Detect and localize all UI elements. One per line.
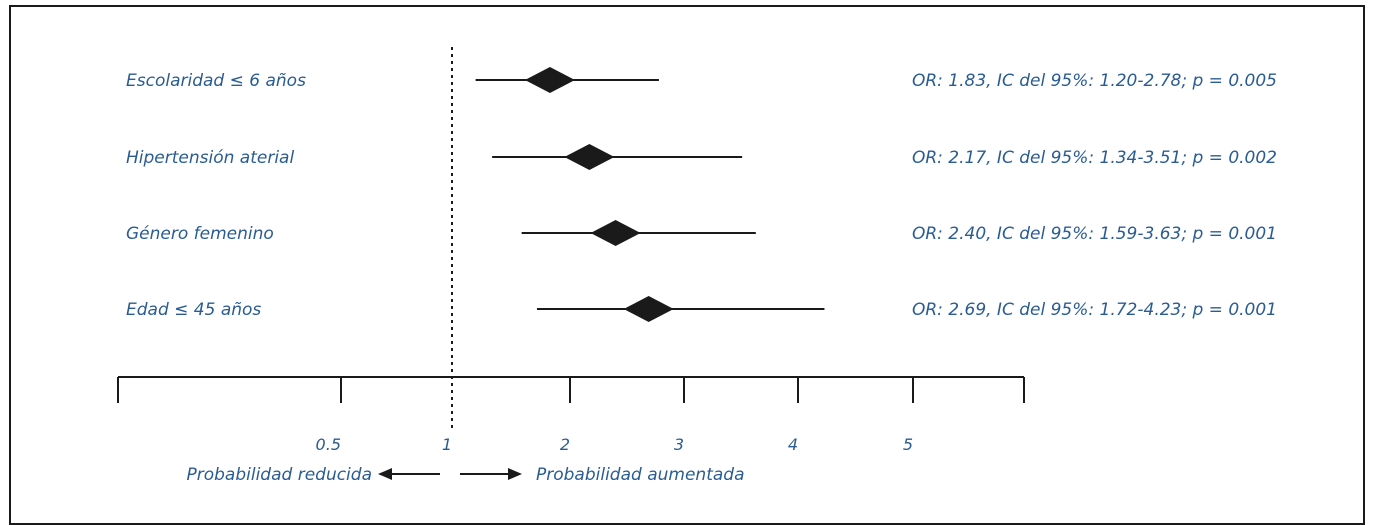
- x-tick-label: 2: [560, 435, 570, 454]
- forest-plot: Escolaridad ≤ 6 años OR: 1.83, IC del 95%…: [117, 47, 1277, 485]
- x-tick-label: 4: [788, 435, 798, 454]
- row-label: Escolaridad ≤ 6 años: [126, 71, 306, 91]
- forest-row: Hipertensión aterial OR: 2.17, IC del 95%…: [126, 144, 1277, 170]
- or-annotation: OR: 2.17, IC del 95%: 1.34-3.51; p = 0.0…: [912, 148, 1277, 168]
- row-label: Género femenino: [126, 224, 274, 244]
- forest-row: Género femenino OR: 2.40, IC del 95%: 1.5…: [126, 220, 1277, 246]
- rows-layer: Escolaridad ≤ 6 años OR: 1.83, IC del 95%…: [126, 67, 1277, 322]
- or-diamond-marker: [590, 220, 641, 246]
- forest-row: Escolaridad ≤ 6 años OR: 1.83, IC del 95%…: [126, 67, 1277, 93]
- direction-right-label: Probabilidad aumentada: [536, 465, 745, 485]
- x-tick-label: 5: [903, 435, 913, 454]
- x-tick-label: 0.5: [316, 435, 341, 454]
- direction-left-label: Probabilidad reducida: [186, 465, 372, 485]
- direction-legend: Probabilidad reducida Probabilidad aument…: [186, 465, 744, 485]
- row-label: Edad ≤ 45 años: [126, 300, 261, 320]
- or-annotation: OR: 2.40, IC del 95%: 1.59-3.63; p = 0.0…: [912, 224, 1277, 244]
- row-label: Hipertensión aterial: [126, 148, 294, 168]
- arrow-right-head: [508, 468, 522, 480]
- figure-frame: [9, 5, 1365, 525]
- or-diamond-marker: [524, 67, 575, 93]
- or-annotation: OR: 2.69, IC del 95%: 1.72-4.23; p = 0.0…: [912, 300, 1277, 320]
- or-diamond-marker: [623, 296, 674, 322]
- axis-layer: 0.5 1 2 3 4 5: [117, 47, 1025, 454]
- or-annotation: OR: 1.83, IC del 95%: 1.20-2.78; p = 0.0…: [912, 71, 1277, 91]
- arrow-left-head: [378, 468, 392, 480]
- forest-row: Edad ≤ 45 años OR: 2.69, IC del 95%: 1.72…: [126, 296, 1277, 322]
- or-diamond-marker: [564, 144, 615, 170]
- x-tick-label: 3: [674, 435, 684, 454]
- x-tick-label: 1: [442, 435, 452, 454]
